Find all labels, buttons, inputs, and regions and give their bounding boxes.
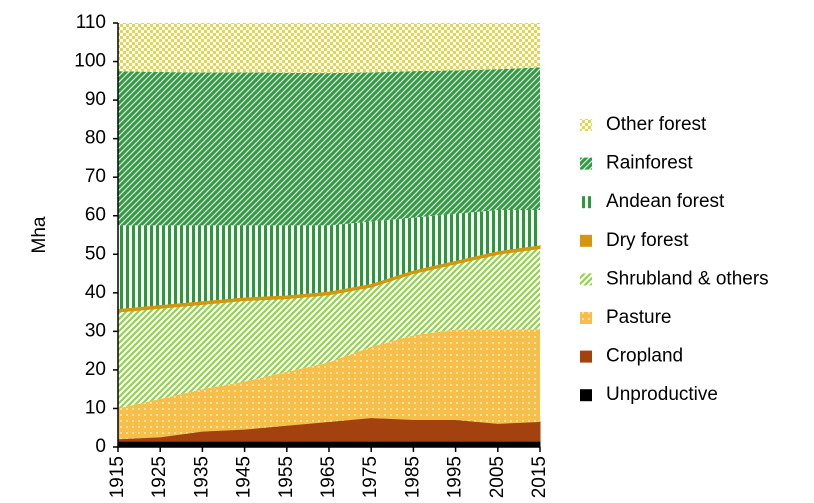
legend-label: Dry forest xyxy=(606,230,689,251)
y-tick-label: 0 xyxy=(95,436,106,457)
y-tick-label: 40 xyxy=(85,282,106,303)
legend-swatch xyxy=(580,157,592,170)
legend-label: Other forest xyxy=(606,114,707,135)
area xyxy=(117,417,541,442)
y-tick-label: 30 xyxy=(85,320,106,341)
y-tick-label: 90 xyxy=(85,89,106,110)
legend-swatch xyxy=(580,119,592,131)
y-tick-label: 110 xyxy=(76,12,106,33)
legend-swatch xyxy=(580,196,592,209)
area xyxy=(118,67,540,226)
legend-label: Shrubland & others xyxy=(606,268,769,289)
x-tick-label: 1925 xyxy=(149,456,170,498)
x-tick-label: 1985 xyxy=(402,456,423,498)
legend-swatch xyxy=(580,312,592,324)
area xyxy=(118,209,540,310)
y-tick-label: 80 xyxy=(85,128,106,149)
x-tick-label: 1945 xyxy=(234,456,255,498)
legend-swatch xyxy=(580,350,592,363)
y-tick-label: 70 xyxy=(85,166,106,187)
area xyxy=(118,248,540,409)
legend-label: Rainforest xyxy=(606,153,693,174)
x-tick-label: 2005 xyxy=(487,456,508,498)
area xyxy=(118,329,540,440)
y-tick-label: 100 xyxy=(74,51,106,72)
legend-swatch xyxy=(580,234,592,247)
legend-swatch xyxy=(580,273,592,286)
legend-label: Unproductive xyxy=(606,384,718,405)
x-tick-label: 1975 xyxy=(360,456,381,498)
legend-label: Cropland xyxy=(606,346,683,367)
legend-swatch xyxy=(580,389,592,402)
y-tick-label: 20 xyxy=(85,359,106,380)
x-tick-label: 1965 xyxy=(318,456,339,498)
legend-label: Pasture xyxy=(606,307,671,328)
area xyxy=(117,440,541,448)
x-tick-label: 1995 xyxy=(445,456,466,498)
y-tick-label: 60 xyxy=(85,205,106,226)
y-tick-label: 50 xyxy=(85,243,106,264)
x-tick-label: 1935 xyxy=(191,456,212,498)
x-tick-label: 1955 xyxy=(276,456,297,498)
legend-label: Andean forest xyxy=(606,191,725,212)
area xyxy=(118,23,540,74)
x-tick-label: 2015 xyxy=(529,456,550,498)
x-tick-label: 1915 xyxy=(107,456,128,498)
y-axis-label: Mha xyxy=(29,216,50,253)
y-tick-label: 10 xyxy=(85,397,106,418)
